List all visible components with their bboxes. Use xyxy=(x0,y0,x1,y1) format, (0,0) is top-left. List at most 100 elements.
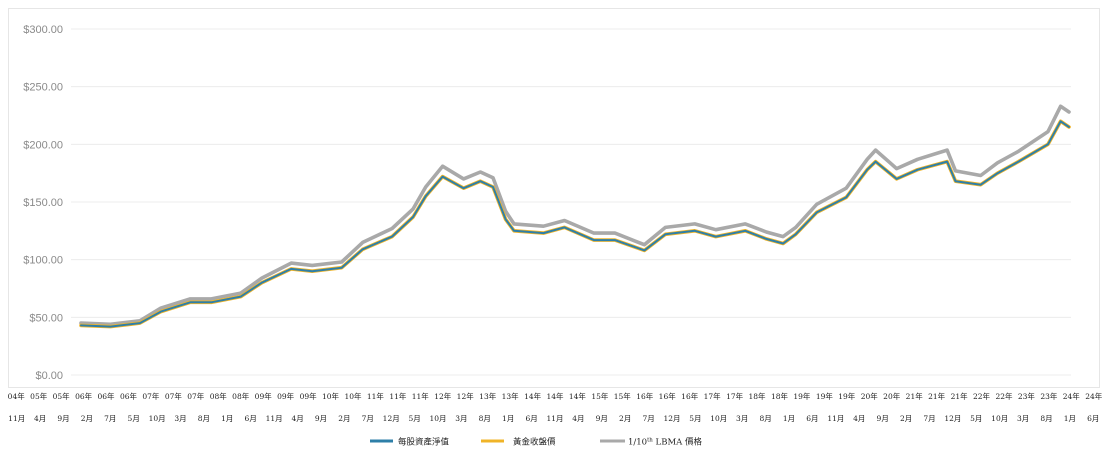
x-year-label: 19年 xyxy=(838,391,856,401)
y-tick-label: $0.00 xyxy=(35,370,63,382)
x-month-label: 8月 xyxy=(759,414,771,423)
x-year-label: 21年 xyxy=(906,391,924,401)
x-month-label: 10月 xyxy=(429,414,446,423)
x-year-label: 18年 xyxy=(771,391,789,401)
x-year-label: 06年 xyxy=(97,391,115,401)
series-lines xyxy=(79,104,1071,329)
x-month-label: 3月 xyxy=(455,414,467,423)
y-tick-label: $250.00 xyxy=(23,82,63,94)
x-month-label: 11月 xyxy=(266,414,283,423)
x-month-label: 6月 xyxy=(806,414,818,423)
x-month-label: 1月 xyxy=(502,414,514,423)
x-year-label: 16年 xyxy=(681,391,699,401)
x-month-label: 7月 xyxy=(104,414,116,423)
x-month-label: 11月 xyxy=(827,414,844,423)
x-year-label: 24年 xyxy=(1063,391,1081,401)
x-year-label: 07年 xyxy=(187,391,205,401)
x-year-label: 17年 xyxy=(704,391,722,401)
x-month-labels: 11月 4月 9月 2月 7月 5月 10月 3月 8月 1月 6月 11月 4月 9月 2月 7月 12月 5月… xyxy=(8,414,1099,423)
x-month-label: 3月 xyxy=(1017,414,1029,423)
x-year-label: 16年 xyxy=(636,391,654,401)
grid xyxy=(71,28,1071,376)
x-year-label: 21年 xyxy=(928,391,946,401)
x-year-label: 16年 xyxy=(659,391,677,401)
x-month-label: 4月 xyxy=(34,414,46,423)
y-axis-labels: $300.00 $250.00 $200.00 $150.00 $100.00 $50.0… xyxy=(23,24,63,382)
x-month-label: 8月 xyxy=(479,414,491,423)
x-month-label: 12月 xyxy=(944,414,961,423)
x-month-label: 12月 xyxy=(663,414,680,423)
x-month-label: 3月 xyxy=(736,414,748,423)
x-year-label: 10年 xyxy=(322,391,340,401)
x-month-label: 9月 xyxy=(57,414,69,423)
x-year-label: 07年 xyxy=(165,391,183,401)
y-tick-label: $300.00 xyxy=(23,24,63,36)
y-tick-label: $200.00 xyxy=(23,139,63,151)
y-tick-label: $150.00 xyxy=(23,197,63,209)
x-year-label: 11年 xyxy=(412,391,430,401)
x-month-label: 10月 xyxy=(991,414,1008,423)
x-year-label: 14年 xyxy=(546,391,564,401)
series-nav-line xyxy=(80,120,1070,328)
x-month-label: 3月 xyxy=(174,414,186,423)
x-month-label: 2月 xyxy=(619,414,631,423)
x-month-label: 10月 xyxy=(710,414,727,423)
x-year-label: 24年 xyxy=(1085,391,1103,401)
x-month-label: 9月 xyxy=(596,414,608,423)
x-month-label: 9月 xyxy=(877,414,889,423)
x-month-label: 8月 xyxy=(1040,414,1052,423)
legend-label-lbma: 1/10th LBMA 價格 xyxy=(628,437,702,448)
legend-label-gold: 黃金收盤價 xyxy=(513,437,556,448)
chart-panel: $300.00 $250.00 $200.00 $150.00 $100.00 $50.0… xyxy=(8,8,1100,388)
x-year-label: 21年 xyxy=(951,391,969,401)
x-year-label: 23年 xyxy=(1040,391,1058,401)
x-month-label: 9月 xyxy=(315,414,327,423)
x-month-label: 7月 xyxy=(642,414,654,423)
x-year-label: 19年 xyxy=(793,391,811,401)
legend-label-nav: 每股資產淨值 xyxy=(398,437,450,448)
x-year-label: 12年 xyxy=(434,391,452,401)
x-month-label: 1月 xyxy=(221,414,233,423)
x-year-label: 10年 xyxy=(344,391,362,401)
legend-label-lbma-rest: LBMA 價格 xyxy=(653,437,703,448)
x-month-label: 7月 xyxy=(362,414,374,423)
x-year-label: 22年 xyxy=(973,391,991,401)
x-axis: 04年 05年 05年 06年 06年 06年 07年 07年 07年 08年 08年 09年 09年 0… xyxy=(8,391,1103,423)
x-year-label: 06年 xyxy=(75,391,93,401)
x-month-label: 7月 xyxy=(923,414,935,423)
x-year-label: 17年 xyxy=(726,391,744,401)
legend-label-lbma-base: 1/10 xyxy=(628,438,647,448)
x-year-label: 08年 xyxy=(232,391,250,401)
x-year-label: 14年 xyxy=(524,391,542,401)
x-year-label: 09年 xyxy=(300,391,318,401)
x-month-label: 5月 xyxy=(128,414,140,423)
x-month-label: 6月 xyxy=(525,414,537,423)
x-year-label: 20年 xyxy=(861,391,879,401)
series-lbma-line xyxy=(79,104,1071,327)
x-month-label: 1月 xyxy=(1064,414,1076,423)
x-month-label: 2月 xyxy=(81,414,93,423)
x-year-label: 13年 xyxy=(502,391,520,401)
x-year-label: 14年 xyxy=(569,391,587,401)
legend: 每股資產淨值 黃金收盤價 1/10th LBMA 價格 xyxy=(370,437,702,448)
x-year-label: 11年 xyxy=(389,391,407,401)
x-month-label: 11月 xyxy=(546,414,563,423)
x-month-label: 1月 xyxy=(783,414,795,423)
x-year-label: 13年 xyxy=(479,391,497,401)
x-year-label: 15年 xyxy=(591,391,609,401)
x-month-label: 12月 xyxy=(383,414,400,423)
legend-item-lbma: 1/10th LBMA 價格 xyxy=(600,437,702,448)
x-month-label: 2月 xyxy=(338,414,350,423)
x-month-label: 4月 xyxy=(572,414,584,423)
x-month-label: 8月 xyxy=(198,414,210,423)
x-month-label: 4月 xyxy=(291,414,303,423)
x-year-label: 09年 xyxy=(255,391,273,401)
x-year-label: 05年 xyxy=(53,391,71,401)
legend-item-gold: 黃金收盤價 xyxy=(481,437,556,448)
x-year-label: 04年 xyxy=(8,391,26,401)
legend-label-lbma-sup: th xyxy=(647,438,653,444)
y-tick-label: $50.00 xyxy=(29,312,63,324)
x-year-label: 06年 xyxy=(120,391,138,401)
x-year-label: 09年 xyxy=(277,391,295,401)
x-month-label: 11月 xyxy=(8,414,25,423)
